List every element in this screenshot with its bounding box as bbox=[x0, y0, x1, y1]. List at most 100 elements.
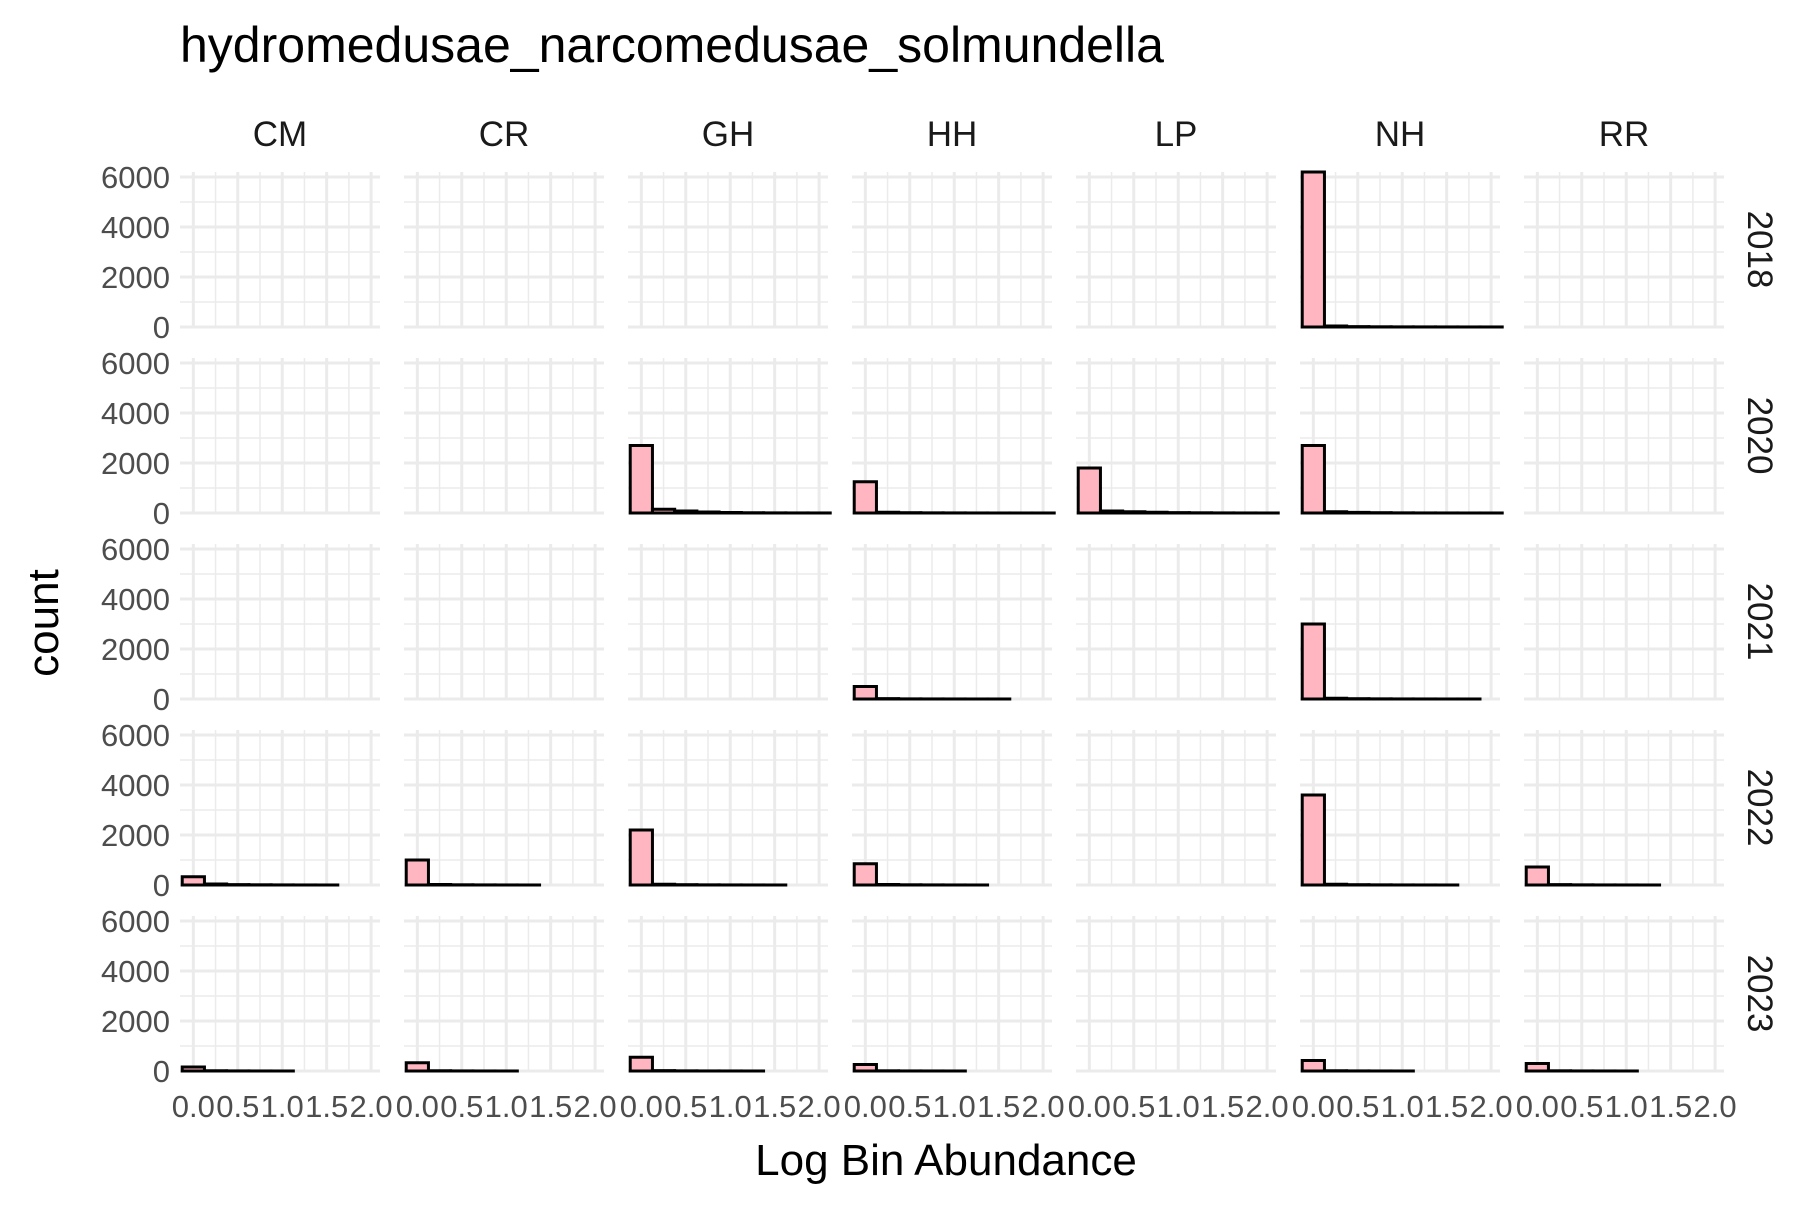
histogram-bar bbox=[1347, 512, 1369, 513]
facet-panel-2022-LP bbox=[1076, 730, 1276, 885]
x-tick-label: 2.0 bbox=[798, 1089, 841, 1124]
x-axis-title: Log Bin Abundance bbox=[755, 1136, 1137, 1185]
y-tick-label: 0 bbox=[153, 1054, 170, 1089]
facet-panel-2020-LP bbox=[1076, 358, 1278, 513]
histogram-bar bbox=[854, 1065, 876, 1072]
facet-panel-2018-RR bbox=[1524, 172, 1724, 327]
y-axis-title: count bbox=[19, 569, 68, 677]
facet-panel-2018-LP bbox=[1076, 172, 1276, 327]
facet-panel-2020-CR bbox=[404, 358, 604, 513]
x-tick-label: 0.0 bbox=[620, 1089, 663, 1124]
histogram-bar bbox=[719, 513, 741, 514]
row-strip-label: 2021 bbox=[1740, 583, 1779, 661]
histogram-bar bbox=[182, 877, 204, 885]
y-tick-label: 0 bbox=[153, 310, 170, 345]
y-tick-label: 2000 bbox=[101, 446, 170, 481]
row-strip-label: 2022 bbox=[1740, 769, 1779, 847]
x-tick-label: 1.5 bbox=[305, 1089, 348, 1124]
y-tick-label: 6000 bbox=[101, 904, 170, 939]
facet-panels: 0200040006000201802000400060002020020004… bbox=[101, 115, 1779, 1124]
x-tick-label: 2.0 bbox=[574, 1089, 617, 1124]
x-tick-label: 0.5 bbox=[888, 1089, 931, 1124]
x-tick-label: 1.0 bbox=[261, 1089, 304, 1124]
histogram-bar bbox=[652, 509, 674, 513]
x-tick-label: 0.0 bbox=[844, 1089, 887, 1124]
x-tick-label: 2.0 bbox=[350, 1089, 393, 1124]
facet-panel-2021-LP bbox=[1076, 544, 1276, 699]
x-tick-label: 2.0 bbox=[1022, 1089, 1065, 1124]
row-strip-label: 2018 bbox=[1740, 211, 1779, 289]
x-tick-label: 1.0 bbox=[1381, 1089, 1424, 1124]
x-tick-label: 0.5 bbox=[440, 1089, 483, 1124]
histogram-bar bbox=[1324, 884, 1346, 885]
histogram-bar bbox=[1526, 867, 1548, 885]
row-strip-label: 2020 bbox=[1740, 397, 1779, 475]
column-strip-label: LP bbox=[1155, 115, 1198, 154]
histogram-bar bbox=[204, 884, 226, 885]
facet-panel-2020-HH bbox=[852, 358, 1054, 513]
x-tick-label: 0.5 bbox=[216, 1089, 259, 1124]
facet-panel-2022-GH bbox=[628, 730, 828, 885]
column-strip-label: NH bbox=[1375, 115, 1426, 154]
y-tick-label: 6000 bbox=[101, 718, 170, 753]
histogram-bar bbox=[406, 860, 428, 885]
facet-panel-2018-NH bbox=[1300, 172, 1502, 327]
x-tick-label: 0.5 bbox=[1336, 1089, 1379, 1124]
x-tick-label: 1.0 bbox=[933, 1089, 976, 1124]
facet-panel-2020-NH bbox=[1300, 358, 1502, 513]
histogram-bar bbox=[1145, 512, 1167, 513]
x-tick-label: 1.0 bbox=[1605, 1089, 1648, 1124]
histogram-bar bbox=[1302, 1061, 1324, 1072]
y-tick-label: 2000 bbox=[101, 632, 170, 667]
facet-panel-2018-CR bbox=[404, 172, 604, 327]
histogram-bar bbox=[428, 885, 450, 886]
histogram-bar bbox=[1302, 172, 1324, 327]
histogram-bar bbox=[1324, 512, 1346, 513]
x-tick-label: 0.5 bbox=[1112, 1089, 1155, 1124]
x-tick-label: 2.0 bbox=[1694, 1089, 1737, 1124]
facet-panel-2020-RR bbox=[1524, 358, 1724, 513]
x-tick-label: 0.0 bbox=[1068, 1089, 1111, 1124]
column-strip-label: GH bbox=[702, 115, 755, 154]
column-strip-label: CR bbox=[479, 115, 530, 154]
histogram-bar bbox=[630, 830, 652, 885]
facet-panel-2021-NH bbox=[1300, 544, 1500, 699]
x-tick-label: 0.0 bbox=[396, 1089, 439, 1124]
facet-panel-2022-NH bbox=[1300, 730, 1500, 885]
histogram-bar bbox=[854, 482, 876, 513]
x-tick-label: 1.5 bbox=[1649, 1089, 1692, 1124]
y-tick-label: 4000 bbox=[101, 768, 170, 803]
facet-panel-2021-CR bbox=[404, 544, 604, 699]
histogram-bar bbox=[1324, 326, 1346, 327]
histogram-bar bbox=[630, 1057, 652, 1071]
histogram-bar bbox=[876, 512, 898, 513]
histogram-bar bbox=[1078, 468, 1100, 513]
x-tick-label: 1.5 bbox=[529, 1089, 572, 1124]
histogram-bar bbox=[854, 687, 876, 700]
histogram-bar bbox=[1302, 624, 1324, 699]
row-strip-label: 2023 bbox=[1740, 955, 1779, 1033]
x-tick-label: 1.0 bbox=[485, 1089, 528, 1124]
x-tick-label: 1.0 bbox=[709, 1089, 752, 1124]
facet-panel-2022-HH bbox=[852, 730, 1052, 885]
x-tick-label: 1.0 bbox=[1157, 1089, 1200, 1124]
y-tick-label: 4000 bbox=[101, 210, 170, 245]
y-tick-label: 0 bbox=[153, 682, 170, 717]
y-tick-label: 4000 bbox=[101, 582, 170, 617]
x-tick-label: 0.5 bbox=[664, 1089, 707, 1124]
facet-panel-2022-RR bbox=[1524, 730, 1724, 885]
x-tick-label: 0.0 bbox=[172, 1089, 215, 1124]
x-tick-label: 0.0 bbox=[1292, 1089, 1335, 1124]
histogram-bar bbox=[1302, 795, 1324, 885]
histogram-bar bbox=[675, 511, 697, 513]
facet-panel-2021-HH bbox=[852, 544, 1052, 699]
facet-panel-2021-RR bbox=[1524, 544, 1724, 699]
